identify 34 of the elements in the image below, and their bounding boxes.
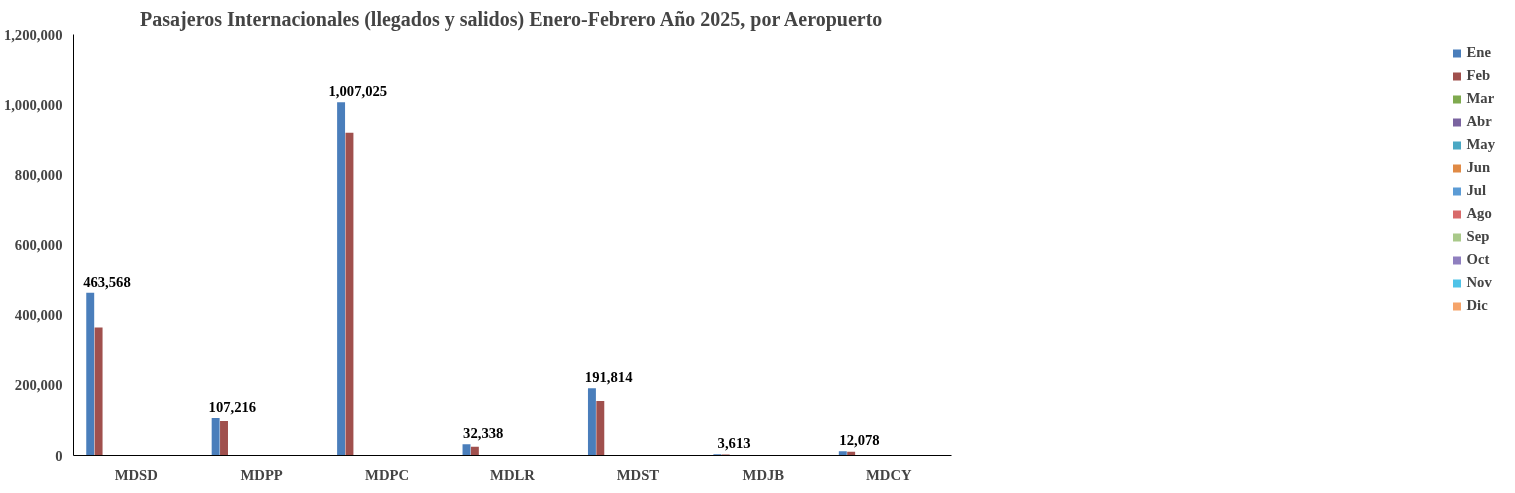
data-label: 191,814 [584,369,634,386]
legend-label: Mar [1466,90,1495,107]
x-tick-label: MDPP [240,466,283,483]
data-label: 32,338 [463,425,504,442]
x-tick-label: MDCY [865,466,912,483]
legend-label: May [1466,136,1495,153]
y-tick-label: 1,200,000 [3,26,63,43]
legend-label: Abr [1466,113,1492,130]
x-tick-label: MDST [616,466,660,483]
legend-label: Nov [1466,274,1492,291]
y-tick-label: 0 [55,447,63,464]
y-tick-label: 400,000 [14,307,63,324]
legend-label: Oct [1466,251,1490,268]
legend-label: Ene [1466,44,1491,61]
data-label: 1,007,025 [328,83,388,100]
y-tick-label: 600,000 [14,237,63,253]
data-label: 3,613 [717,435,751,452]
data-label: 12,078 [839,432,880,449]
legend-label: Sep [1466,228,1490,245]
x-tick-label: MDPC [365,466,410,483]
x-tick-label: MDJB [742,466,785,483]
data-label: 463,568 [83,273,131,290]
legend-label: Feb [1466,67,1491,84]
chart-title: Pasajeros Internacionales (llegados y salidos) Enero-Febrero Año 2025, por Aeropuerto [140,7,883,31]
y-tick-label: 800,000 [14,166,63,183]
y-tick-label: 1,000,000 [3,96,63,113]
data-label: 107,216 [208,398,257,415]
y-tick-label: 200,000 [14,377,63,394]
x-tick-label: MDLR [490,466,536,483]
legend-label: Dic [1466,297,1488,314]
legend-label: Jun [1466,159,1491,176]
legend-label: Ago [1466,205,1492,222]
legend-label: Jul [1466,182,1487,199]
x-tick-label: MDSD [114,466,158,483]
